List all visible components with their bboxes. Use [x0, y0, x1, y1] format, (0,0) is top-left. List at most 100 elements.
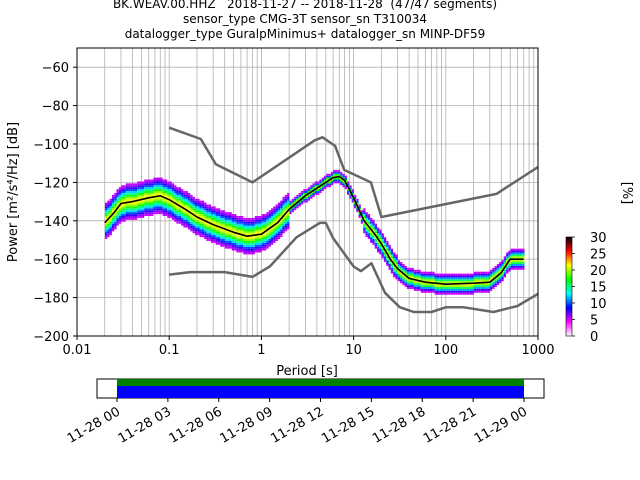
heatmap-cell: [250, 219, 253, 222]
heatmap-cell: [492, 285, 495, 288]
heatmap-cell: [273, 208, 276, 211]
heatmap-cell: [187, 206, 191, 209]
heatmap-cell: [254, 237, 258, 240]
heatmap-cell: [312, 185, 315, 188]
heatmap-cell: [427, 271, 431, 274]
heatmap-cell: [519, 262, 523, 264]
heatmap-cell: [395, 264, 398, 266]
heatmap-cell: [397, 273, 401, 276]
heatmap-cell: [158, 183, 161, 186]
heatmap-cell: [473, 285, 477, 288]
heatmap-cell: [448, 288, 451, 291]
heatmap-cell: [423, 279, 426, 282]
heatmap-cell: [238, 225, 242, 228]
heatmap-cell: [211, 216, 214, 218]
heatmap-cell: [176, 212, 179, 215]
heatmap-cell: [185, 208, 188, 211]
heatmap-cell: [478, 271, 481, 274]
heatmap-cell: [501, 267, 504, 270]
heatmap-cell: [252, 221, 255, 224]
heatmap-cell: [185, 198, 188, 201]
heatmap-cell: [379, 235, 382, 238]
heatmap-cell: [174, 206, 177, 209]
heatmap-cell: [264, 219, 267, 222]
heatmap-cell: [178, 198, 182, 201]
heatmap-cell: [489, 288, 493, 291]
heatmap-cell: [190, 227, 193, 230]
heatmap-cell: [358, 206, 361, 209]
heatmap-cell: [217, 240, 221, 243]
heatmap-cell: [148, 191, 152, 193]
heatmap-cell: [123, 196, 126, 199]
heatmap-cell: [111, 200, 115, 203]
heatmap-cell: [208, 208, 212, 211]
heatmap-cell: [220, 237, 223, 240]
heatmap-cell: [167, 202, 170, 205]
heatmap-cell: [181, 214, 184, 216]
y-axis-label: Power [m²/s⁴/Hz] [dB]: [6, 122, 21, 262]
heatmap-cell: [257, 225, 260, 228]
heatmap-cell: [114, 219, 117, 222]
heatmap-cell: [353, 194, 357, 197]
heatmap-cell: [390, 252, 394, 255]
heatmap-cell: [273, 219, 276, 222]
heatmap-cell: [326, 177, 329, 180]
heatmap-cell: [284, 221, 288, 224]
heatmap-cell: [208, 223, 212, 226]
heatmap-cell: [158, 179, 161, 182]
heatmap-cell: [215, 239, 218, 241]
heatmap-cell: [121, 198, 124, 201]
heatmap-cell: [289, 200, 292, 203]
heatmap-cell: [372, 233, 375, 236]
heatmap-cell: [197, 233, 200, 236]
heatmap-cell: [386, 244, 389, 247]
heatmap-cell: [370, 223, 373, 226]
heatmap-cell: [167, 181, 170, 184]
heatmap-cell: [116, 210, 119, 213]
heatmap-cell: [397, 260, 401, 263]
heatmap-cell: [480, 285, 484, 288]
heatmap-cell: [206, 216, 209, 218]
heatmap-cell: [381, 240, 384, 243]
availability-bar: [117, 379, 524, 386]
heatmap-cell: [466, 285, 470, 288]
heatmap-cell: [125, 202, 129, 205]
heatmap-cell: [238, 237, 242, 240]
heatmap-cell: [319, 179, 322, 182]
heatmap-cell: [132, 191, 135, 193]
heatmap-cell: [287, 204, 290, 207]
heatmap-cell: [169, 206, 172, 209]
heatmap-cell: [443, 287, 447, 289]
heatmap-cell: [478, 273, 481, 276]
heatmap-cell: [381, 233, 384, 236]
heatmap-cell: [522, 264, 525, 266]
heatmap-cell: [199, 221, 202, 224]
heatmap-cell: [333, 177, 336, 180]
heatmap-cell: [245, 250, 248, 253]
heatmap-cell: [512, 265, 516, 268]
heatmap-cell: [457, 275, 460, 278]
heatmap-cell: [478, 290, 481, 293]
heatmap-cell: [476, 283, 479, 286]
heatmap-cell: [229, 231, 232, 234]
heatmap-cell: [266, 219, 269, 222]
heatmap-cell: [287, 206, 290, 209]
heatmap-cell: [310, 192, 313, 195]
heatmap-cell: [374, 244, 377, 247]
heatmap-cell: [402, 283, 405, 286]
heatmap-cell: [275, 223, 278, 226]
heatmap-cell: [164, 185, 168, 188]
heatmap-cell: [227, 223, 230, 226]
heatmap-cell: [459, 273, 463, 276]
heatmap-cell: [503, 267, 507, 270]
heatmap-cell: [164, 204, 168, 207]
heatmap-cell: [310, 189, 313, 192]
heatmap-cell: [307, 191, 311, 193]
heatmap-cell: [344, 177, 348, 180]
heatmap-cell: [450, 290, 454, 293]
heatmap-cell: [397, 265, 401, 268]
heatmap-cell: [367, 229, 371, 232]
heatmap-cell: [291, 206, 295, 209]
heatmap-cell: [508, 254, 511, 257]
heatmap-cell: [257, 231, 260, 234]
